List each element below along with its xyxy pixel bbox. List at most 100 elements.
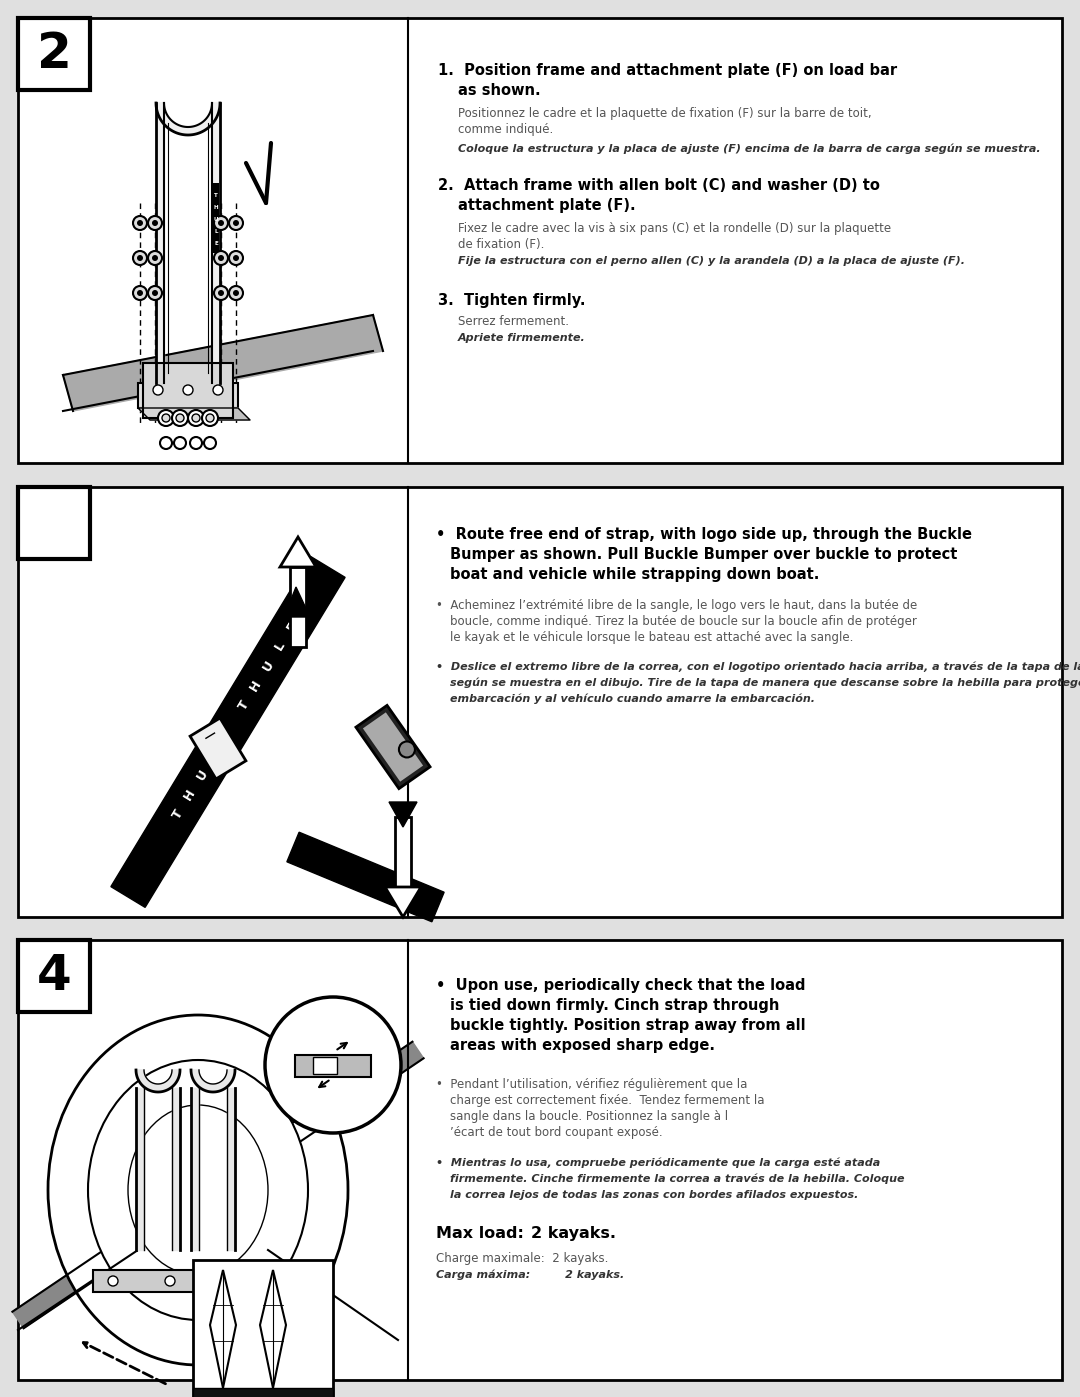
Text: ’écart de tout bord coupant exposé.: ’écart de tout bord coupant exposé. xyxy=(450,1126,663,1139)
FancyBboxPatch shape xyxy=(18,940,90,1011)
Circle shape xyxy=(176,414,184,422)
Polygon shape xyxy=(111,556,346,908)
Text: la correa lejos de todas las zonas con bordes afilados expuestos.: la correa lejos de todas las zonas con b… xyxy=(450,1190,859,1200)
Polygon shape xyxy=(63,314,383,411)
Text: H: H xyxy=(181,787,199,802)
Text: boat and vehicle while strapping down boat.: boat and vehicle while strapping down bo… xyxy=(450,567,820,583)
Polygon shape xyxy=(260,1270,286,1389)
Text: L: L xyxy=(272,640,287,652)
Polygon shape xyxy=(384,887,421,916)
Text: areas with exposed sharp edge.: areas with exposed sharp edge. xyxy=(450,1038,715,1053)
Polygon shape xyxy=(227,1088,235,1250)
FancyBboxPatch shape xyxy=(193,1260,333,1397)
Circle shape xyxy=(213,386,222,395)
Polygon shape xyxy=(172,1088,180,1250)
Polygon shape xyxy=(210,1270,237,1389)
Text: attachment plate (F).: attachment plate (F). xyxy=(458,198,636,212)
Circle shape xyxy=(148,286,162,300)
Polygon shape xyxy=(136,1088,144,1250)
Circle shape xyxy=(172,409,188,426)
Polygon shape xyxy=(356,705,430,789)
Text: H: H xyxy=(247,678,265,693)
Text: de fixation (F).: de fixation (F). xyxy=(458,237,544,251)
Circle shape xyxy=(152,219,158,226)
Circle shape xyxy=(137,256,143,261)
Text: buckle tightly. Position strap away from all: buckle tightly. Position strap away from… xyxy=(450,1018,806,1032)
Text: U: U xyxy=(214,217,218,222)
Polygon shape xyxy=(389,802,417,827)
Circle shape xyxy=(152,256,158,261)
Text: Carga máxima:         2 kayaks.: Carga máxima: 2 kayaks. xyxy=(436,1270,624,1281)
FancyBboxPatch shape xyxy=(295,1055,372,1077)
Circle shape xyxy=(188,409,204,426)
Circle shape xyxy=(153,386,163,395)
Circle shape xyxy=(137,219,143,226)
Text: firmemente. Cinche firmemente la correa a través de la hebilla. Coloque: firmemente. Cinche firmemente la correa … xyxy=(450,1173,905,1185)
Text: T: T xyxy=(171,807,186,821)
Text: •  Acheminez l’extrémité libre de la sangle, le logo vers le haut, dans la butée: • Acheminez l’extrémité libre de la sang… xyxy=(436,599,917,612)
Polygon shape xyxy=(280,536,316,567)
Circle shape xyxy=(133,217,147,231)
Text: H: H xyxy=(214,205,218,210)
Text: 3.  Tighten firmly.: 3. Tighten firmly. xyxy=(438,293,585,307)
Circle shape xyxy=(174,437,186,448)
FancyBboxPatch shape xyxy=(18,488,90,559)
Text: Coloque la estructura y la placa de ajuste (F) encima de la barra de carga según: Coloque la estructura y la placa de ajus… xyxy=(458,142,1041,154)
Text: le kayak et le véhicule lorsque le bateau est attaché avec la sangle.: le kayak et le véhicule lorsque le batea… xyxy=(450,631,853,644)
Text: 4: 4 xyxy=(37,951,71,1000)
Text: •  Mientras lo usa, compruebe periódicamente que la carga esté atada: • Mientras lo usa, compruebe periódicame… xyxy=(436,1158,880,1168)
Text: Max load:: Max load: xyxy=(436,1227,524,1241)
Text: Positionnez le cadre et la plaquette de fixation (F) sur la barre de toit,: Positionnez le cadre et la plaquette de … xyxy=(458,108,872,120)
Circle shape xyxy=(108,1275,118,1287)
Circle shape xyxy=(162,414,170,422)
Circle shape xyxy=(233,291,239,296)
FancyBboxPatch shape xyxy=(93,1270,248,1292)
Text: charge est correctement fixée.  Tendez fermement la: charge est correctement fixée. Tendez fe… xyxy=(450,1094,765,1106)
Circle shape xyxy=(183,386,193,395)
Ellipse shape xyxy=(129,1105,268,1275)
Circle shape xyxy=(229,217,243,231)
Text: Serrez fermement.: Serrez fermement. xyxy=(458,314,569,328)
Polygon shape xyxy=(191,1088,199,1250)
Text: 2 kayaks.: 2 kayaks. xyxy=(531,1227,616,1241)
Polygon shape xyxy=(156,103,164,383)
FancyBboxPatch shape xyxy=(18,18,90,89)
Circle shape xyxy=(218,256,224,261)
Polygon shape xyxy=(287,833,444,922)
Polygon shape xyxy=(212,103,220,383)
FancyBboxPatch shape xyxy=(193,1389,333,1397)
Polygon shape xyxy=(291,567,306,647)
Circle shape xyxy=(233,256,239,261)
FancyBboxPatch shape xyxy=(138,383,238,408)
Polygon shape xyxy=(284,587,310,617)
Text: L: L xyxy=(206,749,221,761)
FancyBboxPatch shape xyxy=(313,1058,337,1074)
Ellipse shape xyxy=(48,1016,348,1365)
Text: •  Pendant l’utilisation, vérifiez régulièrement que la: • Pendant l’utilisation, vérifiez réguli… xyxy=(436,1078,747,1091)
FancyBboxPatch shape xyxy=(213,183,219,253)
Circle shape xyxy=(148,217,162,231)
Polygon shape xyxy=(136,1070,180,1092)
Circle shape xyxy=(229,286,243,300)
Circle shape xyxy=(218,291,224,296)
Text: U: U xyxy=(193,767,211,782)
Text: boucle, comme indiqué. Tirez la butée de boucle sur la boucle afin de protéger: boucle, comme indiqué. Tirez la butée de… xyxy=(450,615,917,629)
Circle shape xyxy=(204,437,216,448)
Text: T: T xyxy=(214,193,218,198)
Text: Fixez le cadre avec la vis à six pans (C) et la rondelle (D) sur la plaquette: Fixez le cadre avec la vis à six pans (C… xyxy=(458,222,891,235)
Circle shape xyxy=(214,251,228,265)
Circle shape xyxy=(214,217,228,231)
FancyBboxPatch shape xyxy=(143,363,233,418)
Text: T: T xyxy=(237,698,252,712)
Circle shape xyxy=(214,286,228,300)
Text: Charge maximale:  2 kayaks.: Charge maximale: 2 kayaks. xyxy=(436,1252,608,1266)
Circle shape xyxy=(192,414,200,422)
Text: 1.  Position frame and attachment plate (F) on load bar: 1. Position frame and attachment plate (… xyxy=(438,63,897,78)
Text: •  Route free end of strap, with logo side up, through the Buckle: • Route free end of strap, with logo sid… xyxy=(436,527,972,542)
Text: Apriete firmemente.: Apriete firmemente. xyxy=(458,332,585,344)
Text: Bumper as shown. Pull Buckle Bumper over buckle to protect: Bumper as shown. Pull Buckle Bumper over… xyxy=(450,548,957,562)
Text: is tied down firmly. Cinch strap through: is tied down firmly. Cinch strap through xyxy=(450,997,780,1013)
Circle shape xyxy=(158,409,174,426)
Circle shape xyxy=(206,414,214,422)
Circle shape xyxy=(190,437,202,448)
